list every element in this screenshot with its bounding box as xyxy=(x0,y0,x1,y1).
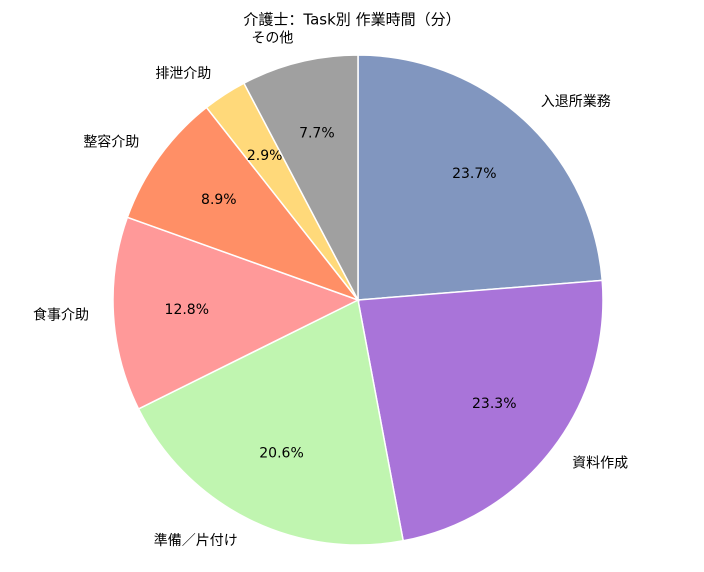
category-label: 資料作成 xyxy=(572,456,628,472)
pie-slice xyxy=(242,54,359,301)
value-label: 12.8% xyxy=(165,302,209,318)
category-label: 食事介助 xyxy=(33,307,89,324)
pie-slice xyxy=(126,106,361,302)
category-label: その他 xyxy=(251,30,293,46)
pie-slice xyxy=(137,298,405,546)
value-label: 20.6% xyxy=(259,445,303,461)
pie-slice xyxy=(112,216,360,410)
value-label: 2.9% xyxy=(247,148,283,164)
chart-title: 介護士：Task別 作業時間（分） xyxy=(243,11,460,29)
category-label: 入退所業務 xyxy=(541,94,611,110)
value-label: 7.7% xyxy=(299,126,335,142)
category-label: 準備／片付け xyxy=(154,533,238,549)
pie-slice xyxy=(357,279,604,542)
value-label: 23.7% xyxy=(452,166,496,182)
category-label: 整容介助 xyxy=(83,133,139,150)
value-label: 23.3% xyxy=(472,396,516,412)
pie-slice xyxy=(357,54,604,301)
category-label: 排泄介助 xyxy=(155,66,211,82)
value-label: 8.9% xyxy=(201,192,237,208)
